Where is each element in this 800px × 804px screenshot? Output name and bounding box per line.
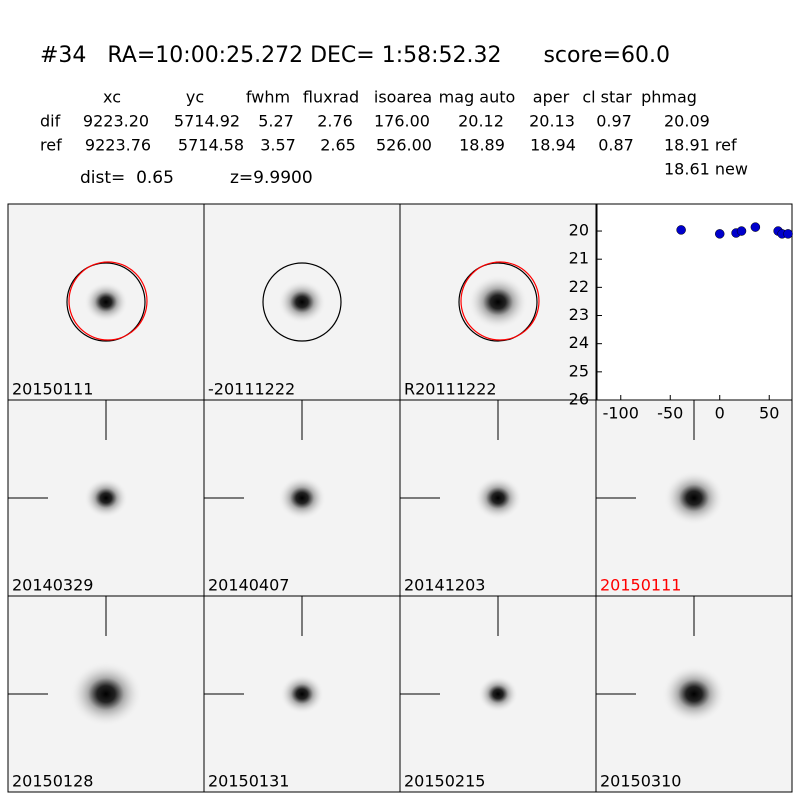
column-header: cl star bbox=[582, 88, 632, 107]
column-header: fluxrad bbox=[303, 88, 359, 107]
column-header: mag auto bbox=[439, 88, 516, 107]
panel-label: 20150310 bbox=[600, 772, 681, 791]
table-cell: 5714.58 bbox=[178, 136, 244, 155]
dist: dist= 0.65 bbox=[80, 168, 174, 188]
y-tick-label: 22 bbox=[569, 277, 589, 296]
aperture-circle-red bbox=[460, 261, 540, 341]
source-blob bbox=[70, 661, 142, 727]
panel-label: 20150111 bbox=[12, 380, 93, 399]
table-cell: 18.89 bbox=[459, 136, 505, 155]
y-tick-label: 20 bbox=[569, 221, 589, 240]
title: #34 RA=10:00:25.272 DEC= 1:58:52.32 scor… bbox=[40, 43, 670, 68]
column-header: yc bbox=[186, 88, 204, 107]
point bbox=[783, 229, 793, 239]
panel-label: -20111222 bbox=[208, 380, 295, 399]
source-blob bbox=[664, 471, 724, 525]
table-cell: dif bbox=[40, 112, 61, 131]
table-cell: 5714.92 bbox=[174, 112, 240, 131]
point bbox=[714, 229, 725, 239]
source-blob bbox=[662, 665, 726, 723]
y-tick-label: 21 bbox=[569, 249, 589, 268]
source-blob bbox=[278, 476, 326, 520]
table-cell: 9223.20 bbox=[83, 112, 149, 131]
source-blob bbox=[280, 674, 324, 714]
table-cell: 18.94 bbox=[530, 136, 576, 155]
panel-label: 20140407 bbox=[208, 576, 289, 595]
panel-label: 20141203 bbox=[404, 576, 485, 595]
y-tick-label: 24 bbox=[569, 333, 589, 352]
table-cell: 526.00 bbox=[376, 136, 432, 155]
panel-label: 20150128 bbox=[12, 772, 93, 791]
source-blob bbox=[84, 478, 128, 518]
aperture-circle bbox=[458, 262, 538, 342]
x-tick-label: 50 bbox=[759, 404, 779, 423]
column-header: phmag bbox=[641, 88, 697, 107]
panel-label: 20150215 bbox=[404, 772, 485, 791]
table-cell: 0.97 bbox=[596, 112, 632, 131]
x-tick-label: -50 bbox=[657, 404, 683, 423]
column-header: fwhm bbox=[246, 88, 290, 107]
source-blob bbox=[84, 282, 128, 322]
table-cell: 9223.76 bbox=[85, 136, 151, 155]
aperture-circle bbox=[66, 262, 146, 342]
table-cell: 20.13 bbox=[529, 112, 575, 131]
extra-mag: 18.61 new bbox=[664, 160, 748, 179]
y-tick-label: 23 bbox=[569, 305, 589, 324]
aperture-circle bbox=[262, 262, 342, 342]
table-cell: 2.65 bbox=[320, 136, 356, 155]
aperture-circle-red bbox=[68, 261, 148, 341]
y-tick-label: 26 bbox=[569, 390, 589, 409]
x-tick-label: -100 bbox=[603, 404, 639, 423]
panel-label: R20111222 bbox=[404, 380, 497, 399]
panel-label: 20150131 bbox=[208, 772, 289, 791]
point bbox=[736, 226, 747, 236]
y-tick-label: 25 bbox=[569, 361, 589, 380]
table-cell: 18.91 ref bbox=[664, 136, 737, 155]
panel-label: 20150111 bbox=[600, 576, 681, 595]
point bbox=[676, 225, 686, 235]
table-cell: 176.00 bbox=[374, 112, 430, 131]
column-header: isoarea bbox=[374, 88, 432, 107]
table-cell: 3.57 bbox=[260, 136, 296, 155]
table-cell: 20.12 bbox=[458, 112, 504, 131]
source-blob bbox=[478, 676, 518, 712]
table-cell: 20.09 bbox=[664, 112, 710, 131]
table-cell: 0.87 bbox=[598, 136, 634, 155]
table-cell: 2.76 bbox=[317, 112, 353, 131]
source-blob bbox=[278, 280, 326, 324]
column-header: aper bbox=[533, 88, 570, 107]
panel-label: 20140329 bbox=[12, 576, 93, 595]
x-tick-label: 0 bbox=[715, 404, 725, 423]
z: z=9.9900 bbox=[230, 168, 313, 188]
column-header: xc bbox=[103, 88, 121, 107]
table-cell: ref bbox=[40, 136, 62, 155]
table-cell: 5.27 bbox=[258, 112, 294, 131]
point bbox=[750, 222, 761, 232]
source-blob bbox=[474, 476, 522, 520]
plot-area bbox=[596, 203, 793, 401]
source-blob bbox=[468, 275, 528, 329]
